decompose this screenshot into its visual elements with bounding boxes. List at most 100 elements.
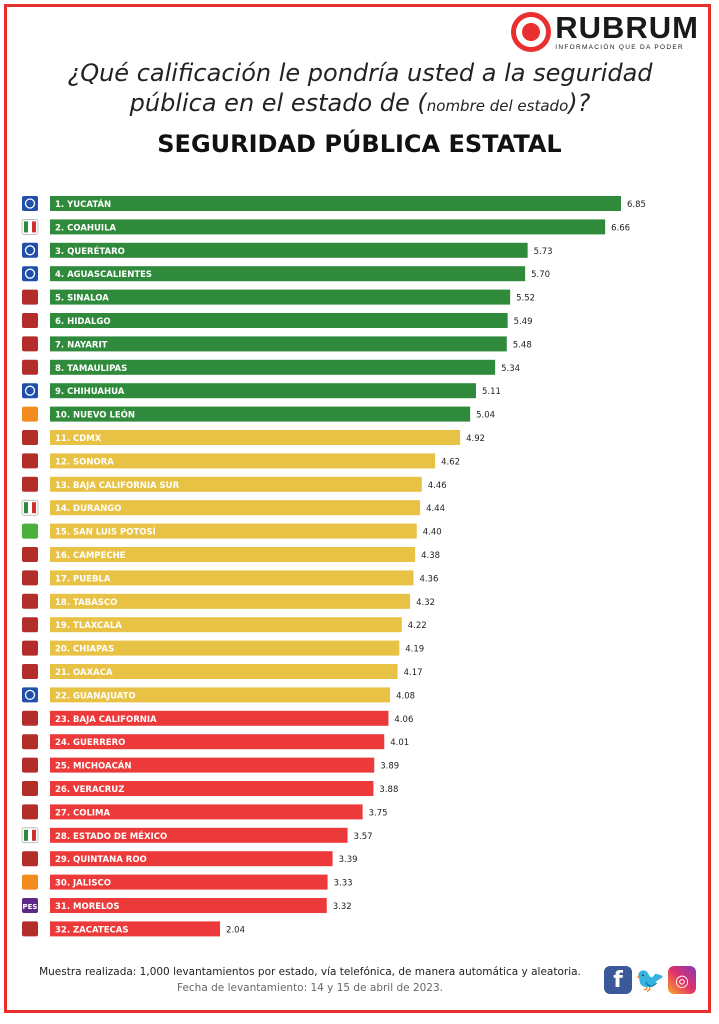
bar-category-label: 25. MICHOACÁN — [55, 760, 132, 772]
bar — [50, 757, 375, 773]
party-logo-icon — [22, 196, 38, 211]
brand-name: RUBRUM — [555, 10, 699, 45]
bar-value-label: 5.34 — [501, 364, 520, 374]
bar-value-label: 5.49 — [514, 317, 533, 327]
party-logo-icon — [22, 242, 38, 258]
bar — [50, 827, 348, 843]
party-logo-icon — [22, 898, 38, 913]
bar-category-label: 26. VERACRUZ — [55, 785, 124, 795]
party-logo-icon-stripe-red — [32, 221, 36, 233]
bar-value-label: 4.38 — [421, 551, 440, 561]
bar — [50, 266, 526, 282]
party-logo-icon — [22, 476, 38, 492]
bar-category-label: 28. ESTADO DE MÉXICO — [55, 830, 167, 842]
bar — [50, 313, 508, 328]
bar-value-label: 3.32 — [333, 902, 352, 912]
party-logo-icon — [22, 430, 38, 445]
footer-date-note: Fecha de levantamiento: 14 y 15 de abril… — [176, 982, 444, 994]
footer: Muestra realizada: 1,000 levantamientos … — [20, 966, 600, 994]
bar — [50, 874, 328, 890]
bar-category-label: 6. HIDALGO — [55, 317, 111, 327]
bar-category-label: 3. QUERÉTARO — [55, 245, 125, 257]
bar — [50, 219, 606, 235]
bar-category-label: 29. QUINTANA ROO — [55, 855, 147, 865]
bar — [50, 921, 221, 937]
bar-value-label: 5.52 — [516, 294, 535, 304]
bar-category-label: 15. SAN LUIS POTOSÍ — [55, 526, 156, 538]
bar-value-label: 4.36 — [419, 574, 438, 584]
bar-category-label: 21. OAXACA — [55, 668, 113, 678]
bar — [50, 359, 496, 375]
party-logo-icon — [22, 781, 38, 796]
bar-category-label: 12. SONORA — [55, 457, 114, 467]
bar — [50, 570, 414, 586]
bar-category-label: 32. ZACATECAS — [55, 925, 128, 935]
twitter-icon[interactable]: 🐦 — [635, 966, 665, 994]
bar-value-label: 5.70 — [531, 270, 550, 280]
bar — [50, 242, 528, 258]
party-logo-icon — [22, 617, 38, 633]
bar-category-label: 20. CHIAPAS — [55, 645, 114, 655]
bar — [50, 406, 471, 422]
bar-category-label: 1. YUCATÁN — [55, 198, 111, 210]
bar-value-label: 4.44 — [426, 504, 445, 514]
bar — [50, 453, 436, 469]
facebook-icon[interactable]: f — [604, 966, 632, 994]
bar-value-label: 3.88 — [379, 785, 398, 795]
bar-category-label: 4. AGUASCALIENTES — [55, 270, 152, 280]
bar-value-label: 5.11 — [482, 387, 501, 397]
party-logo-icon-mark — [24, 198, 36, 209]
party-logo-icon — [22, 593, 38, 609]
brand-tagline: INFORMACIÓN QUE DA PODER — [555, 44, 684, 51]
party-logo-icon-mark — [24, 268, 36, 279]
party-logo-icon — [22, 734, 38, 750]
party-logo-icon — [22, 804, 38, 820]
bar — [50, 617, 402, 633]
bar — [50, 500, 421, 516]
party-logo-icon — [22, 313, 38, 328]
instagram-icon[interactable]: ◎ — [668, 966, 696, 994]
party-logo-icon — [22, 710, 38, 726]
bar-category-label: 13. BAJA CALIFORNIA SUR — [55, 481, 180, 491]
party-logo-icon — [22, 336, 38, 352]
party-logo-icon — [22, 359, 38, 375]
bar-value-label: 4.08 — [396, 691, 415, 701]
social-links: f 🐦 ◎ — [604, 966, 696, 994]
bar-value-label: 5.48 — [513, 340, 532, 350]
party-logo-icon — [22, 921, 38, 937]
bar — [50, 804, 363, 820]
party-logo-icon-mark — [24, 385, 36, 396]
bar-category-label: 14. DURANGO — [55, 504, 121, 514]
question-main: ¿Qué calificación le pondría usted a la … — [67, 59, 653, 117]
bar-value-label: 4.01 — [390, 738, 409, 748]
bar — [50, 476, 422, 492]
question-end: )? — [568, 89, 591, 117]
bar-value-label: 4.32 — [416, 598, 435, 608]
party-logo-icon-stripe-green — [24, 502, 28, 514]
bar-category-label: 19. TLAXCALA — [55, 621, 122, 631]
party-logo-icon-stripe-green — [24, 221, 28, 233]
party-logo-icon — [22, 874, 38, 890]
bar-value-label: 4.06 — [394, 715, 413, 725]
bar-value-label: 6.66 — [611, 223, 630, 233]
party-logo-icon-mark — [24, 689, 36, 701]
question-placeholder: nombre del estado — [426, 97, 569, 115]
bar-category-label: 31. MORELOS — [55, 902, 120, 912]
party-logo-icon — [22, 851, 38, 867]
bar-category-label: 5. SINALOA — [55, 294, 109, 304]
bar-value-label: 3.57 — [354, 832, 373, 842]
bar-value-label: 3.39 — [339, 855, 358, 865]
party-logo-icon-stripe-red — [32, 829, 36, 841]
party-logo-icon — [22, 547, 38, 562]
bar-value-label: 3.75 — [369, 808, 388, 818]
bar — [50, 547, 416, 562]
bar — [50, 430, 461, 445]
footer-sample-note: Muestra realizada: 1,000 levantamientos … — [39, 966, 581, 978]
chart-title: SEGURIDAD PÚBLICA ESTATAL — [157, 130, 562, 158]
bar-category-label: 22. GUANAJUATO — [55, 691, 136, 701]
party-logo-icon — [22, 640, 38, 656]
bar-category-label: 7. NAYARIT — [55, 340, 108, 350]
bar-category-label: 10. NUEVO LEÓN — [55, 409, 135, 421]
bar — [50, 851, 333, 867]
